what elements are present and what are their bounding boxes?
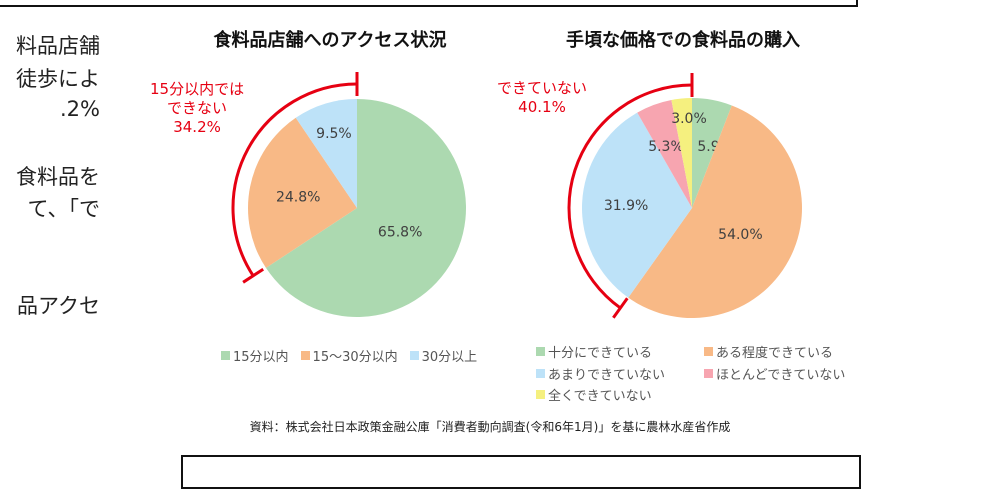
- pie-slice: [295, 99, 357, 208]
- text-line: て、「で: [27, 197, 100, 221]
- top-border: [0, 5, 858, 7]
- legend-swatch: [536, 347, 545, 356]
- pie-charts: 65.8%24.8%9.5%5.9%54.0%31.9%5.3%3.0%: [231, 72, 802, 319]
- annotation-line: 34.2%: [173, 118, 221, 136]
- bracket-tick: [242, 267, 265, 284]
- annotation-line: 40.1%: [518, 98, 566, 116]
- slice-label: 5.3%: [648, 139, 684, 155]
- legend-access: 15分以内 15～30分以内 30分以上: [221, 346, 477, 365]
- legend-swatch: [536, 390, 545, 399]
- top-border-corner: [856, 0, 858, 7]
- pie-slice: [248, 117, 357, 268]
- legend-item: ある程度できている: [704, 342, 833, 361]
- legend-swatch: [704, 369, 713, 378]
- annotation-purchase: できていない 40.1%: [497, 79, 587, 117]
- legend-item: 全くできていない: [536, 385, 652, 404]
- annotation-line: できない: [167, 99, 228, 117]
- source-note: 資料：株式会社日本政策金融公庫「消費者動向調査(令和6年1月)」を基に農林水産省…: [249, 420, 731, 434]
- pie-slice: [581, 112, 692, 298]
- slice-label: 54.0%: [718, 227, 762, 243]
- bracket-arc: [231, 82, 358, 277]
- pie-slice: [671, 98, 692, 208]
- legend-label: 十分にできている: [548, 346, 653, 361]
- legend-swatch: [704, 347, 713, 356]
- legend-swatch: [536, 369, 545, 378]
- legend-swatch: [221, 351, 230, 360]
- legend-label: 15分以内: [233, 350, 289, 365]
- legend-swatch: [300, 351, 310, 360]
- chart-title-access: 食料品店舗へのアクセス状況: [213, 30, 447, 51]
- slice-label: 9.5%: [316, 126, 352, 142]
- text-line: 料品店舗: [16, 34, 100, 58]
- slice-label: 24.8%: [276, 189, 320, 205]
- legend-label: 30分以上: [421, 350, 478, 365]
- legend-label: 全くできていない: [548, 389, 652, 404]
- legend-item: あまりできていない: [536, 364, 665, 383]
- body-text-clipped: 料品店舗 徒歩によ .2% 食料品を て、「で 品アクセ: [0, 0, 100, 467]
- text-line: 食料品を: [16, 165, 100, 189]
- text-line: 徒歩によ: [16, 67, 100, 91]
- annotation-access: 15分以内では できない 34.2%: [150, 80, 244, 137]
- legend-label: ある程度できている: [716, 346, 834, 361]
- slice-label: 31.9%: [604, 198, 648, 214]
- pie-slice: [692, 98, 732, 208]
- legend-item: 十分にできている: [536, 342, 652, 361]
- chart-title-purchase: 手頃な価格での食料品の購入: [566, 30, 800, 51]
- slice-label: 3.0%: [671, 111, 707, 127]
- legend-label: ほとんどできていない: [716, 368, 846, 383]
- bracket-arc: [567, 83, 693, 310]
- annotation-line: できていない: [497, 79, 588, 97]
- slice-label: 65.8%: [378, 224, 422, 240]
- annotation-line: 15分以内では: [150, 80, 245, 98]
- legend-label: 15～30分以内: [312, 350, 398, 365]
- legend-label: あまりできていない: [548, 368, 666, 383]
- pie-slice: [628, 105, 802, 318]
- legend-item: ほとんどできていない: [704, 364, 845, 383]
- legend-swatch: [409, 351, 419, 360]
- text-line: 品アクセ: [17, 294, 100, 318]
- text-line: .2%: [60, 97, 100, 121]
- bracket-tick: [612, 297, 629, 319]
- pie-slice: [637, 99, 692, 208]
- pie-slice: [265, 99, 466, 317]
